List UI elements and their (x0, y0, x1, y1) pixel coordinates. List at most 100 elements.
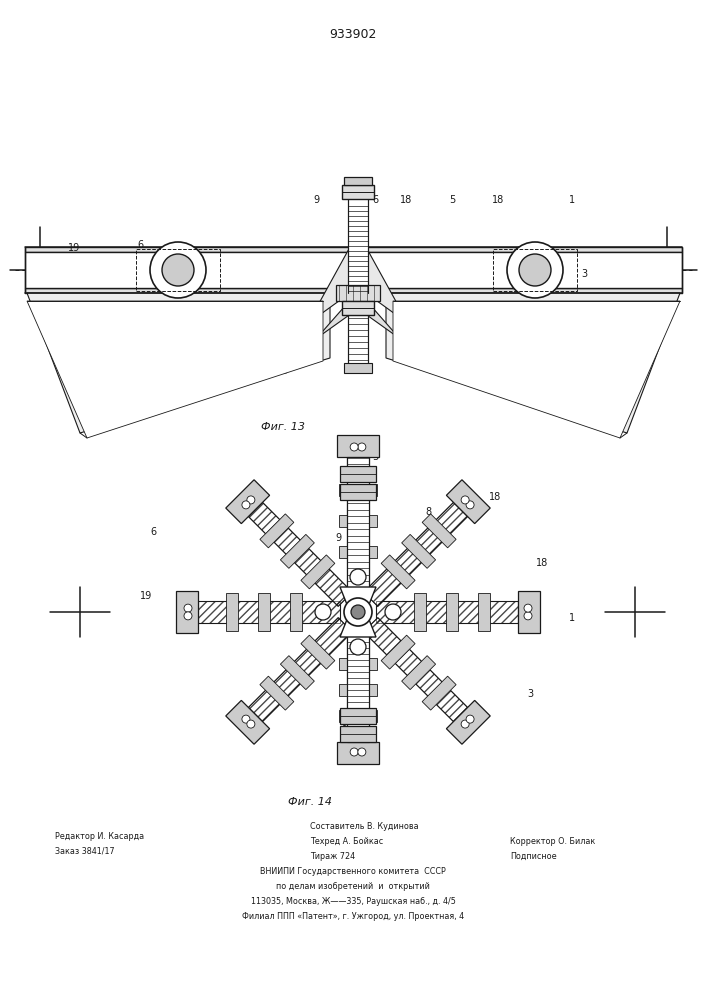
Circle shape (461, 496, 469, 504)
Bar (336, 285, 380, 301)
Text: 7: 7 (225, 595, 231, 605)
Text: 8: 8 (365, 302, 371, 312)
Text: 933902: 933902 (329, 28, 377, 41)
Polygon shape (337, 435, 379, 457)
Text: 6: 6 (393, 315, 399, 325)
Text: Фиг. 14: Фиг. 14 (288, 797, 332, 807)
Circle shape (466, 501, 474, 509)
Text: Заказ 3841/17: Заказ 3841/17 (55, 847, 115, 856)
Polygon shape (386, 249, 680, 291)
Text: 5: 5 (372, 452, 378, 462)
Bar (344, 363, 372, 373)
Polygon shape (446, 593, 458, 631)
Circle shape (519, 254, 551, 286)
Text: 5: 5 (449, 195, 455, 205)
Circle shape (461, 720, 469, 728)
Polygon shape (301, 555, 335, 589)
Polygon shape (27, 249, 330, 291)
Text: Техред А. Бойкас: Техред А. Бойкас (310, 837, 383, 846)
Bar (342, 301, 374, 315)
Circle shape (315, 604, 331, 620)
Circle shape (242, 501, 250, 509)
Bar (25, 288, 682, 293)
Polygon shape (422, 676, 456, 710)
Polygon shape (226, 700, 269, 744)
Circle shape (524, 604, 532, 612)
Circle shape (350, 748, 358, 756)
Text: 1: 1 (569, 195, 575, 205)
Polygon shape (258, 593, 270, 631)
Polygon shape (340, 612, 376, 637)
Circle shape (350, 639, 366, 655)
Text: Редактор И. Касарда: Редактор И. Касарда (55, 832, 144, 841)
Text: 19: 19 (140, 591, 152, 601)
Text: Корректор О. Билак: Корректор О. Билак (510, 837, 595, 846)
Polygon shape (376, 601, 518, 623)
Text: Филиал ППП «Патент», г. Ужгород, ул. Проектная, 4: Филиал ППП «Патент», г. Ужгород, ул. Про… (242, 912, 464, 921)
Polygon shape (281, 656, 315, 690)
Circle shape (344, 598, 372, 626)
Polygon shape (248, 502, 352, 606)
Circle shape (184, 604, 192, 612)
Bar (344, 177, 372, 185)
Text: Подписное: Подписное (510, 852, 556, 861)
Text: 9: 9 (335, 533, 341, 543)
Text: 19: 19 (68, 243, 80, 253)
Polygon shape (386, 293, 680, 433)
Circle shape (247, 720, 255, 728)
Polygon shape (393, 301, 680, 438)
Polygon shape (339, 658, 377, 670)
Text: 6: 6 (372, 195, 378, 205)
Text: по делам изобретений  и  открытий: по делам изобретений и открытий (276, 882, 430, 891)
Bar (25, 247, 682, 252)
Text: 18: 18 (492, 195, 504, 205)
Text: 18: 18 (342, 725, 354, 735)
Text: Составитель В. Кудинова: Составитель В. Кудинова (310, 822, 419, 831)
Bar (493, 249, 577, 291)
Polygon shape (260, 514, 294, 548)
Circle shape (507, 242, 563, 298)
Polygon shape (281, 534, 315, 568)
Circle shape (247, 496, 255, 504)
Polygon shape (339, 684, 377, 696)
Polygon shape (226, 480, 269, 524)
Polygon shape (268, 298, 352, 373)
Text: 7: 7 (172, 315, 178, 325)
Text: 18: 18 (142, 404, 154, 414)
Text: 18: 18 (489, 492, 501, 502)
Bar (347, 630, 369, 742)
Polygon shape (446, 480, 490, 524)
Polygon shape (381, 555, 415, 589)
Polygon shape (414, 593, 426, 631)
Bar (25, 252, 682, 288)
Polygon shape (339, 515, 377, 527)
Polygon shape (27, 293, 330, 433)
Polygon shape (363, 618, 467, 722)
Polygon shape (446, 700, 490, 744)
Bar (347, 457, 369, 594)
Text: 6: 6 (150, 527, 156, 537)
Bar (136, 249, 220, 291)
Circle shape (162, 254, 194, 286)
Circle shape (351, 605, 365, 619)
Circle shape (385, 604, 401, 620)
Polygon shape (364, 298, 448, 373)
Polygon shape (339, 484, 377, 496)
Text: 1: 1 (569, 613, 575, 623)
Text: Тираж 724: Тираж 724 (310, 852, 355, 861)
Polygon shape (337, 742, 379, 764)
Polygon shape (176, 591, 198, 633)
Bar (340, 708, 376, 724)
Polygon shape (363, 502, 467, 606)
Polygon shape (27, 301, 323, 438)
Circle shape (150, 242, 206, 298)
Text: 6: 6 (137, 240, 143, 250)
Polygon shape (347, 457, 369, 594)
Polygon shape (381, 635, 415, 669)
Circle shape (350, 569, 366, 585)
Polygon shape (366, 247, 438, 345)
Circle shape (358, 748, 366, 756)
Polygon shape (278, 247, 350, 345)
Bar (342, 185, 374, 199)
Polygon shape (478, 593, 490, 631)
